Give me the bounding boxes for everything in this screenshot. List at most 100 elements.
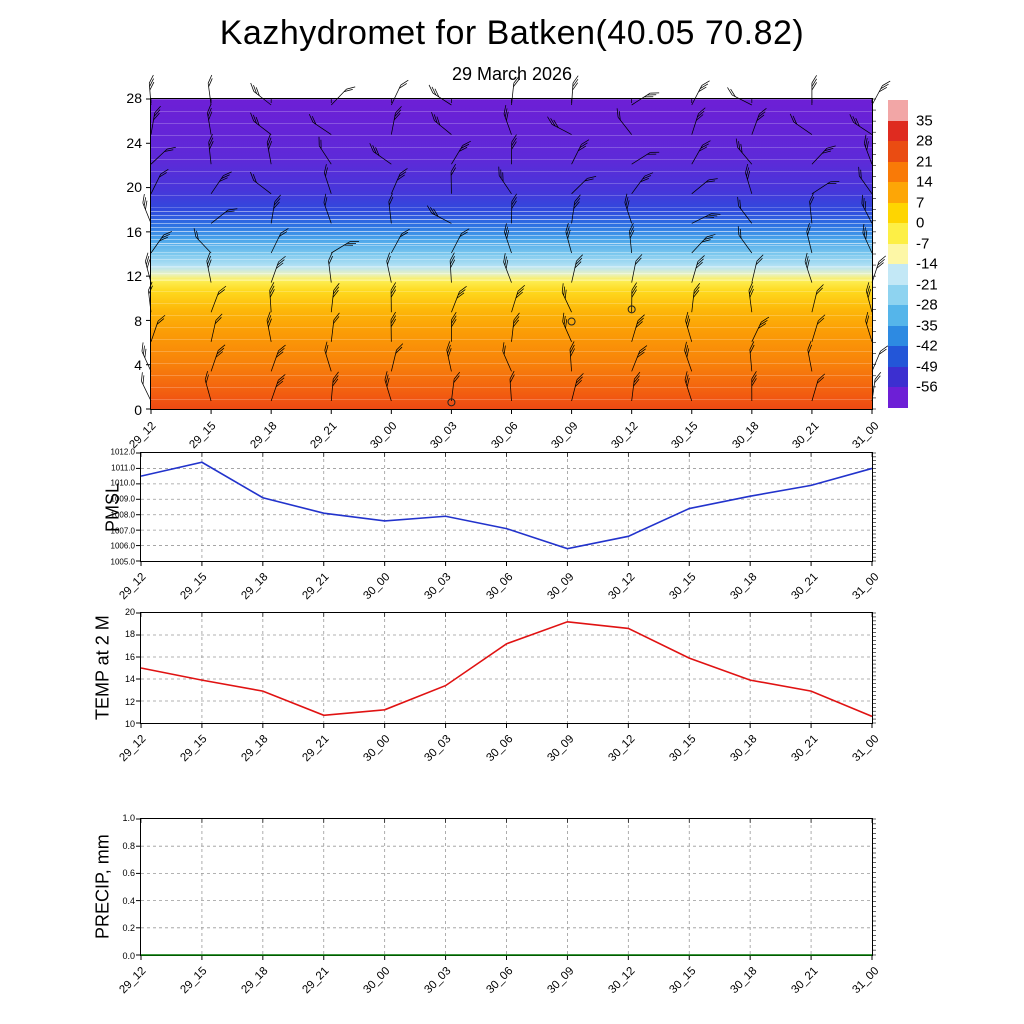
y-tick-label: 16	[124, 651, 135, 662]
x-tick-label: 30_12	[606, 733, 638, 765]
x-tick-label: 29_18	[239, 571, 271, 603]
x-tick-label: 30_00	[361, 965, 393, 997]
y-tick-label: 1011.0	[111, 463, 135, 473]
colorbar-segment	[888, 387, 908, 408]
date-subtitle: 29 March 2026	[451, 64, 573, 84]
x-tick-label: 30_15	[667, 733, 699, 765]
y-tick-label: 14	[124, 674, 135, 685]
x-tick-label: 30_21	[789, 965, 821, 997]
colorbar-segment	[888, 243, 908, 265]
colorbar-segment	[888, 366, 908, 388]
y-tick-label: 1005.0	[110, 557, 135, 567]
y-tick-label: 18	[124, 629, 135, 640]
x-tick-label: 30_09	[544, 733, 577, 765]
y-tick-label: 10	[124, 719, 135, 729]
colorbar-segment	[888, 202, 908, 224]
x-tick-label: 29_21	[300, 571, 332, 603]
x-tick-label: 30_12	[606, 571, 638, 603]
x-tick-label: 29_18	[239, 733, 271, 765]
precip-x-labels: 29_12 29_15 29_18 29_21 30_00 30_03 30_06 30_09…	[117, 959, 881, 1007]
wind-barbs-layer	[141, 74, 891, 414]
y-tick-label: 0.0	[122, 951, 135, 961]
x-tick-label: 30_00	[368, 420, 400, 452]
x-tick-label: 29_12	[117, 733, 149, 765]
y-tick-label: 20	[124, 607, 135, 617]
y-tick-label: 1.0	[122, 813, 135, 823]
y-tick-label: 0	[134, 402, 142, 418]
x-tick-label: 31_00	[850, 571, 882, 603]
x-tick-label: 30_18	[728, 571, 760, 603]
colorbar-segment	[888, 305, 908, 326]
x-tick-label: 31_00	[850, 733, 882, 765]
pmsl-y-ticks: 1012.0 1011.0 1010.0 1009.0 1008.0 1007.0 1006…	[90, 448, 137, 567]
calm-wind-marker	[627, 305, 636, 314]
colorbar-label: -21	[916, 276, 938, 294]
temperature-colorbar	[888, 100, 908, 408]
colorbar-label: 14	[916, 173, 933, 191]
x-tick-label: 29_18	[247, 420, 279, 452]
y-tick-label: 28	[126, 90, 142, 106]
x-tick-label: 31_00	[850, 420, 882, 452]
colorbar-segment	[888, 100, 908, 121]
x-tick-label: 30_12	[606, 965, 638, 997]
y-tick-label: 0.8	[122, 840, 135, 851]
y-tick-label: 0.6	[122, 868, 135, 879]
x-tick-label: 30_06	[483, 965, 515, 997]
x-tick-label: 30_03	[422, 965, 454, 997]
calm-wind-marker	[447, 398, 456, 407]
x-tick-label: 30_03	[428, 420, 460, 452]
y-tick-label: 1010.0	[110, 478, 135, 488]
colorbar-segment	[888, 264, 908, 285]
x-tick-label: 29_15	[178, 965, 210, 997]
colorbar-segment	[888, 284, 908, 306]
y-tick-label: 1009.0	[110, 494, 135, 504]
calm-wind-marker	[567, 317, 576, 326]
colorbar-segment	[888, 346, 908, 367]
pmsl-series-line	[140, 461, 873, 550]
x-tick-label: 30_03	[422, 733, 454, 765]
colorbar-labels: 35 28 21 14 7 0 -7 -14 -21 -28 -35 -42 -49 -56	[916, 100, 960, 408]
temp-x-labels: 29_12 29_15 29_18 29_21 30_00 30_03 30_06 30_09…	[117, 727, 881, 775]
x-tick-label: 29_21	[308, 420, 340, 452]
colorbar-label: -14	[916, 255, 938, 273]
colorbar-segment	[888, 161, 908, 183]
page-title: Kazhydromet for Batken(40.05 70.82)	[219, 14, 805, 52]
x-tick-label: 30_18	[728, 733, 760, 765]
temp-y-ticks: 20 18 16 14 12 10	[98, 607, 137, 729]
x-tick-label: 30_15	[669, 420, 701, 452]
y-tick-label: 1006.0	[110, 541, 135, 551]
colorbar-label: -7	[916, 235, 930, 253]
colorbar-segment	[888, 141, 908, 162]
y-tick-label: 1008.0	[110, 510, 135, 520]
colorbar-segment	[888, 223, 908, 244]
x-tick-label: 29_12	[127, 420, 159, 452]
x-tick-label: 30_09	[544, 571, 577, 603]
x-tick-label: 30_12	[609, 420, 641, 452]
x-tick-label: 30_18	[728, 965, 760, 997]
colorbar-label: -49	[916, 358, 938, 376]
x-tick-label: 30_06	[483, 733, 515, 765]
x-tick-label: 29_21	[300, 733, 332, 765]
y-tick-label: 0.4	[122, 895, 135, 906]
temp-series-line	[140, 620, 873, 718]
x-tick-label: 29_12	[117, 571, 149, 603]
y-tick-label: 1012.0	[110, 447, 135, 457]
y-tick-label: 20	[126, 179, 142, 196]
colorbar-segment	[888, 182, 908, 203]
pmsl-x-labels: 29_12 29_15 29_18 29_21 30_00 30_03 30_06 30_09…	[117, 565, 881, 613]
pmsl-panel	[136, 452, 876, 566]
contour-lines-mid-band	[151, 244, 872, 282]
x-tick-label: 30_06	[483, 571, 515, 603]
x-tick-label: 30_21	[789, 571, 821, 603]
colorbar-segment	[888, 120, 908, 142]
x-tick-label: 30_06	[488, 420, 520, 452]
precip-y-ticks: 1.0 0.8 0.6 0.4 0.2 0.0	[98, 813, 137, 961]
y-tick-label: 12	[124, 696, 135, 707]
y-tick-label: 16	[126, 223, 142, 240]
cross-section-y-ticks: 28 24 20 16 12 8 4 0	[100, 90, 144, 418]
x-tick-label: 30_15	[667, 571, 699, 603]
x-tick-label: 30_00	[361, 571, 393, 603]
x-tick-label: 30_03	[422, 571, 454, 603]
colorbar-label: 7	[916, 194, 925, 212]
colorbar-label: 35	[916, 112, 933, 130]
